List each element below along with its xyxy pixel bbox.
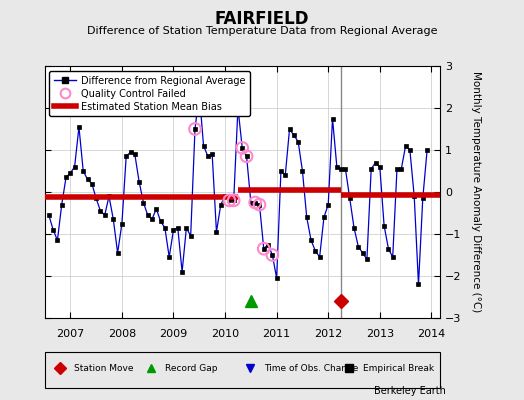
Point [243,153,251,160]
Text: 2008: 2008 [108,329,136,339]
Point [195,90,203,96]
Text: Empirical Break: Empirical Break [363,364,434,373]
Text: FAIRFIELD: FAIRFIELD [215,10,309,28]
Y-axis label: Monthly Temperature Anomaly Difference (°C): Monthly Temperature Anomaly Difference (… [471,71,481,313]
Text: Difference of Station Temperature Data from Regional Average: Difference of Station Temperature Data f… [87,26,437,36]
Point [251,199,259,206]
Text: Station Move: Station Move [74,364,134,373]
Text: Time of Obs. Change: Time of Obs. Change [264,364,358,373]
Text: 2013: 2013 [366,329,394,339]
Point [259,246,268,252]
Point [268,252,277,258]
Point [255,201,264,208]
Text: Berkeley Earth: Berkeley Earth [374,386,445,396]
Legend: Difference from Regional Average, Quality Control Failed, Estimated Station Mean: Difference from Regional Average, Qualit… [49,71,250,116]
Text: 2014: 2014 [417,329,445,339]
Text: 2007: 2007 [56,329,84,339]
Point [238,145,246,151]
Text: 2011: 2011 [263,329,291,339]
Point [191,126,199,132]
Text: 2010: 2010 [211,329,239,339]
Text: 2012: 2012 [314,329,342,339]
Text: Record Gap: Record Gap [165,364,217,373]
Point [225,197,234,204]
Point [230,197,238,204]
Text: 2009: 2009 [159,329,188,339]
